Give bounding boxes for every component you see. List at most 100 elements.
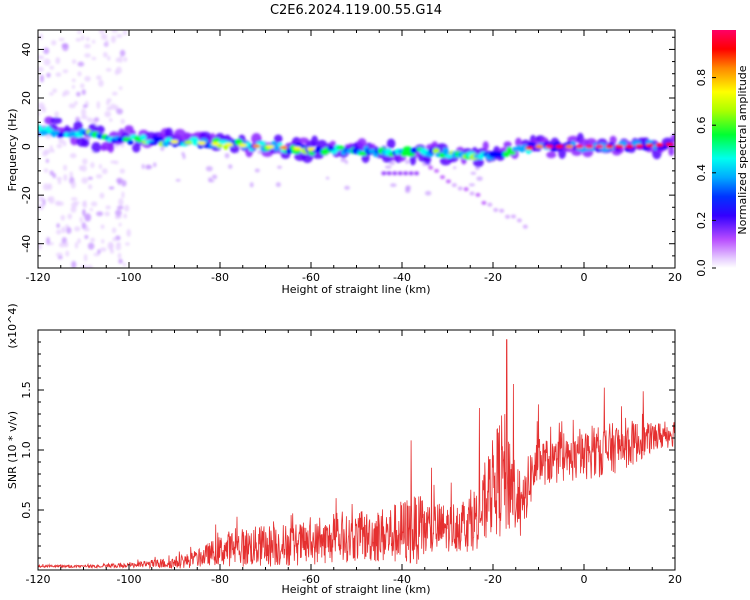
heatmap-cells [38, 30, 675, 268]
heatmap-cell [170, 139, 179, 144]
snr-y-multiplier: (x10^4) [6, 303, 19, 348]
heatmap-cell [545, 144, 554, 149]
heatmap-cell [116, 108, 123, 115]
heatmap-cell [102, 51, 108, 58]
heatmap-cell [132, 143, 141, 153]
heatmap-cell [344, 185, 350, 190]
heatmap-cell [71, 59, 77, 64]
x-tick-label: -20 [484, 573, 502, 586]
heatmap-cell [164, 127, 174, 139]
colorbar-tick-label: 0.6 [695, 116, 708, 134]
heatmap-cell [409, 154, 417, 166]
heatmap-cell [451, 183, 457, 188]
heatmap-cell [82, 208, 86, 217]
heatmap-cell [46, 72, 51, 78]
heatmap-cell [80, 83, 85, 89]
heatmap-cell [116, 242, 121, 246]
heatmap-cell [90, 237, 95, 243]
y-tick-label: -20 [20, 186, 33, 204]
heatmap-cell [69, 153, 77, 159]
heatmap-cell [119, 49, 126, 57]
colorbar-tick-label: 0.4 [695, 164, 708, 182]
heatmap-cell [145, 164, 152, 170]
heatmap-cell [153, 162, 157, 168]
heatmap-cell [56, 223, 60, 229]
heatmap-cell [225, 142, 234, 147]
heatmap-cell [63, 164, 68, 171]
heatmap-cell [62, 69, 69, 74]
heatmap-cell [325, 176, 330, 180]
heatmap-cell [74, 226, 81, 232]
heatmap-cell [615, 144, 624, 149]
colorbar: 0.0 0.2 0.4 0.6 0.8 Normalized spectral ampl… [695, 30, 749, 277]
heatmap-cell [525, 146, 534, 150]
heatmap-cell [217, 139, 228, 144]
heatmap-cell [54, 111, 59, 118]
x-tick-label: -120 [26, 271, 51, 284]
x-tick-label: -100 [117, 271, 142, 284]
heatmap-cell [38, 195, 45, 202]
heatmap-cell [91, 56, 97, 61]
heatmap-cell [445, 179, 451, 184]
heatmap-cell [38, 146, 42, 150]
heatmap-cell [49, 170, 54, 176]
heatmap-cell [69, 171, 74, 178]
heatmap-cell [45, 135, 51, 139]
heatmap-cell [77, 61, 85, 67]
heatmap-cell [63, 89, 70, 96]
chart-title: C2E6.2024.119.00.55.G14 [270, 3, 442, 18]
heatmap-cell [386, 138, 396, 149]
heatmap-cell [405, 185, 411, 191]
heatmap-cell [565, 144, 574, 149]
heatmap-cell [114, 215, 121, 220]
heatmap-cell [77, 30, 82, 34]
heatmap-cell [123, 57, 128, 62]
heatmap-cell [160, 146, 165, 152]
heatmap-cell [280, 152, 291, 159]
heatmap-cell [100, 224, 105, 230]
heatmap-cell [70, 181, 76, 189]
heatmap-cell [515, 137, 522, 148]
colorbar-tick-label: 0.8 [695, 69, 708, 87]
heatmap-x-ticks: -120 -100 -80 -60 -40 -20 0 20 [26, 30, 682, 284]
heatmap-cell [254, 168, 260, 173]
heatmap-cell [463, 187, 469, 192]
heatmap-cell [107, 141, 115, 153]
heatmap-cell [65, 250, 70, 257]
heatmap-cell [432, 148, 440, 154]
heatmap-cell [118, 198, 124, 207]
heatmap-cell [434, 168, 440, 173]
heatmap-cell [81, 164, 87, 172]
heatmap-cell [84, 213, 92, 222]
heatmap-cell [84, 53, 91, 58]
heatmap-cell [118, 55, 123, 63]
heatmap-cell [88, 184, 93, 190]
heatmap-cell [101, 239, 105, 244]
colorbar-tick-label: 0.0 [695, 259, 708, 277]
heatmap-cell [82, 158, 88, 165]
heatmap-cell [46, 236, 50, 245]
heatmap-cell [70, 197, 78, 201]
heatmap-cell [117, 179, 121, 186]
heatmap-cell [605, 144, 614, 149]
colorbar-tick-label: 0.2 [695, 212, 708, 230]
heatmap-cell [275, 182, 281, 188]
heatmap-cell [109, 243, 114, 252]
heatmap-cell [109, 103, 117, 110]
heatmap-cell [105, 68, 112, 72]
heatmap-cell [56, 176, 62, 181]
heatmap-cell [87, 242, 95, 250]
heatmap-cell [111, 30, 118, 33]
heatmap-cell [535, 144, 544, 149]
x-tick-label: -40 [393, 573, 411, 586]
heatmap-cell [476, 176, 483, 181]
heatmap-cell [386, 171, 392, 176]
heatmap-cell [39, 130, 50, 136]
heatmap-cell [66, 227, 72, 234]
heatmap-cell [114, 69, 119, 76]
x-tick-label: -20 [484, 271, 502, 284]
heatmap-cell [357, 138, 367, 149]
heatmap-cell [84, 235, 89, 239]
heatmap-cell [38, 112, 41, 116]
heatmap-cell [124, 204, 130, 212]
